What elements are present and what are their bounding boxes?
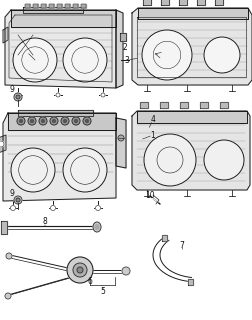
Circle shape [121,267,130,275]
Circle shape [16,93,20,97]
Polygon shape [132,8,251,85]
Circle shape [56,93,60,97]
Circle shape [50,117,58,125]
Polygon shape [23,7,83,13]
Circle shape [63,148,107,192]
Polygon shape [0,135,6,153]
Polygon shape [115,118,125,168]
Circle shape [77,267,83,273]
Polygon shape [132,111,249,190]
Circle shape [143,134,195,186]
Circle shape [19,119,22,123]
Polygon shape [49,4,54,8]
Circle shape [73,263,87,277]
Polygon shape [179,102,187,108]
Polygon shape [160,0,168,5]
Text: 10: 10 [145,190,154,199]
Circle shape [11,148,55,192]
Circle shape [17,117,25,125]
Polygon shape [214,0,222,5]
Polygon shape [8,113,115,130]
Polygon shape [1,221,7,234]
Circle shape [52,119,55,123]
Text: 6: 6 [87,277,92,286]
Polygon shape [139,102,147,108]
Polygon shape [219,102,227,108]
Text: 5: 5 [100,287,105,297]
Circle shape [117,135,123,141]
Polygon shape [161,235,166,241]
Polygon shape [25,4,30,8]
Polygon shape [187,279,193,284]
Circle shape [11,205,15,211]
Text: 9: 9 [10,85,14,94]
Circle shape [28,117,36,125]
Circle shape [72,117,80,125]
Circle shape [50,205,55,211]
Circle shape [74,119,77,123]
Text: 8: 8 [42,218,47,227]
Polygon shape [3,27,8,43]
Polygon shape [119,33,125,41]
Polygon shape [65,4,70,8]
Circle shape [0,141,4,147]
Polygon shape [73,4,78,8]
Circle shape [16,198,20,202]
Circle shape [14,196,22,204]
Polygon shape [196,0,204,5]
Circle shape [95,205,100,211]
Polygon shape [41,4,46,8]
Polygon shape [199,102,207,108]
Polygon shape [57,4,62,8]
Circle shape [5,293,11,299]
Polygon shape [11,10,115,27]
Circle shape [39,117,47,125]
Circle shape [141,30,191,80]
Polygon shape [81,4,86,8]
Polygon shape [5,10,115,88]
Text: 4: 4 [150,116,155,124]
Ellipse shape [93,222,101,232]
Polygon shape [33,4,38,8]
Circle shape [63,119,66,123]
Ellipse shape [94,225,99,229]
Circle shape [14,93,22,101]
Circle shape [41,119,44,123]
Circle shape [101,93,105,97]
Circle shape [203,140,243,180]
Circle shape [16,95,20,99]
Polygon shape [3,113,115,201]
Text: 9: 9 [10,188,14,197]
Text: 2: 2 [122,43,127,52]
Text: 3: 3 [124,55,129,65]
Polygon shape [137,8,247,19]
Polygon shape [142,0,150,5]
Polygon shape [178,0,186,5]
Polygon shape [115,10,122,88]
Circle shape [13,38,57,82]
Circle shape [61,117,69,125]
Circle shape [63,38,107,82]
Polygon shape [137,111,246,123]
Text: 7: 7 [179,241,184,250]
Circle shape [30,119,33,123]
Circle shape [85,119,88,123]
Circle shape [6,253,12,259]
Circle shape [67,257,93,283]
Text: 1: 1 [150,131,155,140]
Circle shape [203,37,239,73]
Polygon shape [18,110,93,116]
Circle shape [83,117,91,125]
Polygon shape [159,102,167,108]
